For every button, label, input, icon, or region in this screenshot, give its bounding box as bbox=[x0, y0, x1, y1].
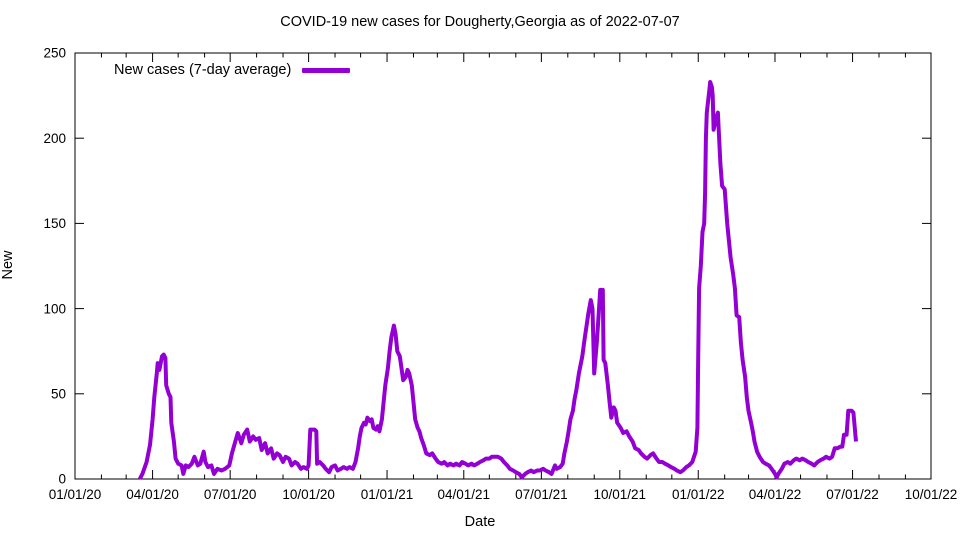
y-tick-label: 50 bbox=[51, 387, 66, 402]
y-tick-label: 0 bbox=[58, 472, 66, 487]
series-line bbox=[138, 80, 858, 480]
x-tick-label: 01/01/21 bbox=[361, 487, 414, 502]
y-tick-label: 250 bbox=[43, 46, 66, 61]
legend-line-swatch bbox=[302, 67, 351, 73]
x-tick-label: 10/01/22 bbox=[905, 487, 958, 502]
y-tick-label: 200 bbox=[43, 131, 66, 146]
x-tick-label: 07/01/20 bbox=[204, 487, 257, 502]
x-tick-label: 01/01/22 bbox=[672, 487, 725, 502]
legend: New cases (7-day average) bbox=[114, 61, 351, 79]
y-tick-label: 150 bbox=[43, 216, 66, 231]
x-tick-label: 07/01/22 bbox=[826, 487, 879, 502]
x-tick-label: 04/01/20 bbox=[126, 487, 179, 502]
x-tick-label: 10/01/21 bbox=[594, 487, 647, 502]
chart-title: COVID-19 new cases for Dougherty,Georgia… bbox=[280, 14, 680, 30]
plot-border bbox=[74, 52, 932, 480]
x-tick-label: 04/01/22 bbox=[749, 487, 802, 502]
x-tick-label: 07/01/21 bbox=[515, 487, 568, 502]
x-tick-label: 04/01/21 bbox=[437, 487, 490, 502]
x-axis-label: Date bbox=[464, 514, 496, 530]
legend-series-label: New cases (7-day average) bbox=[114, 62, 292, 78]
x-tick-label: 01/01/20 bbox=[49, 487, 102, 502]
x-tick-label: 10/01/20 bbox=[282, 487, 335, 502]
y-tick-label: 100 bbox=[43, 301, 66, 316]
